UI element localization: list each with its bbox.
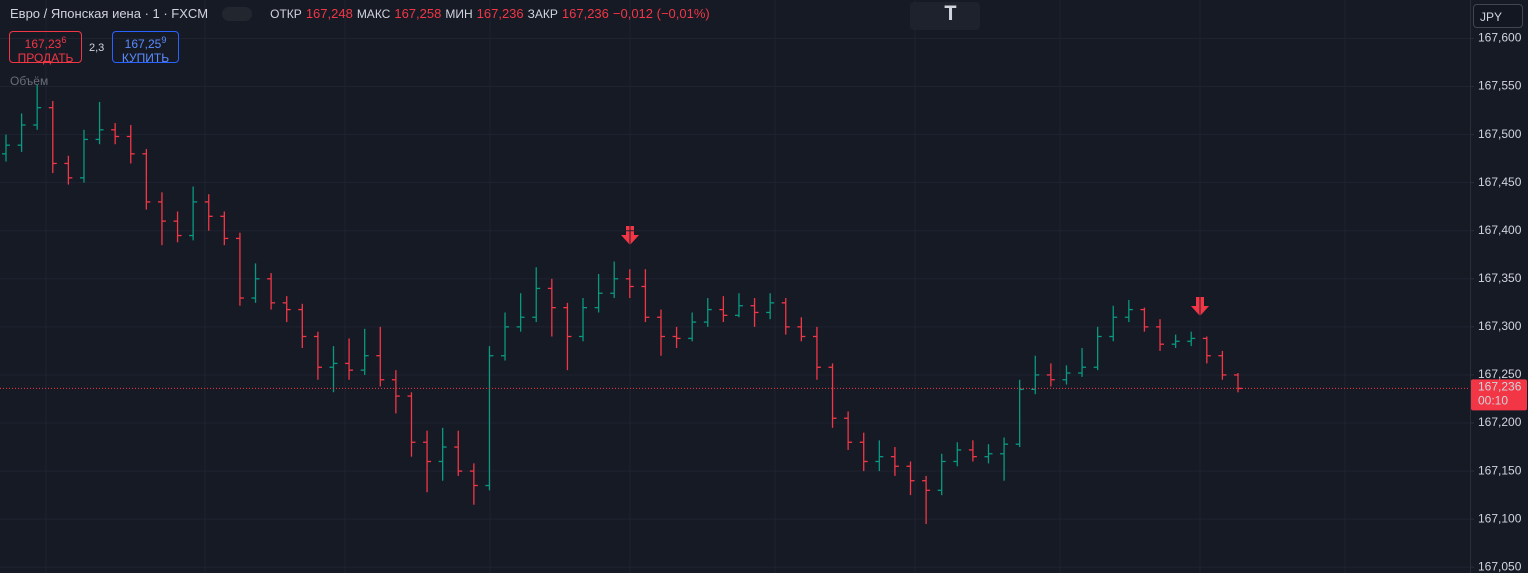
high-label: МАКС: [356, 6, 391, 21]
symbol-header: Евро / Японская иена · 1 · FXCM ОТКР 167,…: [10, 6, 710, 21]
close-label: ЗАКР: [527, 6, 558, 21]
close-value: 167,236: [561, 6, 609, 21]
text-tool[interactable]: 𝐓: [910, 2, 980, 30]
symbol-name[interactable]: Евро / Японская иена · 1 · FXCM: [10, 6, 209, 21]
buy-button[interactable]: 167,259 КУПИТЬ: [112, 31, 179, 65]
y-tick-label: 167,100: [1478, 511, 1522, 525]
buy-price: 167,25: [124, 37, 162, 51]
y-tick-label: 167,050: [1478, 559, 1522, 573]
open-value: 167,248: [305, 6, 353, 21]
sell-label: ПРОДАТЬ: [17, 51, 74, 65]
y-tick-label: 167,400: [1478, 223, 1522, 237]
y-tick-label: 167,250: [1478, 367, 1522, 381]
last-price-label: 167,236: [1478, 380, 1522, 394]
last-price-box: [1471, 379, 1527, 411]
y-tick-label: 167,500: [1478, 127, 1522, 141]
status-pill: [222, 6, 253, 21]
buy-label: КУПИТЬ: [121, 51, 170, 65]
y-tick-label: 167,550: [1478, 79, 1522, 93]
spread: 2,3: [89, 42, 105, 54]
high-value: 167,258: [394, 6, 442, 21]
y-tick-label: 167,200: [1478, 415, 1522, 429]
sell-pip: 6: [61, 35, 67, 45]
y-tick-label: 167,450: [1478, 175, 1522, 189]
y-tick-label: 167,350: [1478, 271, 1522, 285]
y-tick-label: 167,600: [1478, 31, 1522, 45]
y-tick-label: 167,300: [1478, 319, 1522, 333]
sell-button[interactable]: 167,236 ПРОДАТЬ: [9, 31, 82, 65]
sell-price: 167,23: [24, 37, 62, 51]
volume-label[interactable]: Объём: [10, 74, 49, 88]
currency-select[interactable]: JPY: [1473, 4, 1523, 28]
y-tick-label: 167,150: [1478, 463, 1522, 477]
countdown: 00:10: [1478, 394, 1508, 408]
low-value: 167,236: [476, 6, 524, 21]
buy-pip: 9: [161, 35, 167, 45]
change: −0,012 (−0,01%): [612, 6, 710, 21]
open-label: ОТКР: [270, 6, 302, 21]
low-label: МИН: [445, 6, 473, 21]
